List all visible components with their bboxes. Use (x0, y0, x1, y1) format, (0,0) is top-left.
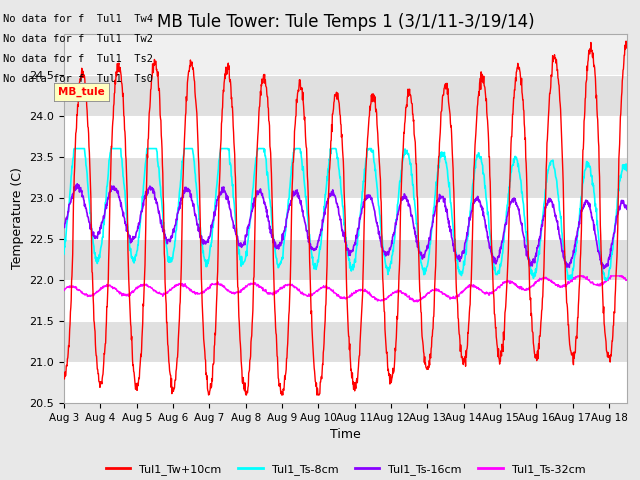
Bar (64, 75, 627, 116)
Y-axis label: Temperature (C): Temperature (C) (11, 168, 24, 269)
Text: No data for f  Tul1  Ts0: No data for f Tul1 Ts0 (3, 74, 153, 84)
Bar (64, 362, 627, 403)
Text: MB_tule: MB_tule (58, 86, 105, 97)
Text: No data for f  Tul1  Ts2: No data for f Tul1 Ts2 (3, 54, 153, 64)
Bar (64, 198, 627, 239)
Bar (64, 280, 627, 321)
Bar (64, 157, 627, 198)
Legend: Tul1_Tw+10cm, Tul1_Ts-8cm, Tul1_Ts-16cm, Tul1_Ts-32cm: Tul1_Tw+10cm, Tul1_Ts-8cm, Tul1_Ts-16cm,… (102, 459, 589, 479)
X-axis label: Time: Time (330, 429, 361, 442)
Title: MB Tule Tower: Tule Temps 1 (3/1/11-3/19/14): MB Tule Tower: Tule Temps 1 (3/1/11-3/19… (157, 12, 534, 31)
Bar (64, 321, 627, 362)
Bar (64, 239, 627, 280)
Text: No data for f  Tul1  Tw2: No data for f Tul1 Tw2 (3, 34, 153, 44)
Text: No data for f  Tul1  Tw4: No data for f Tul1 Tw4 (3, 13, 153, 24)
Bar (64, 116, 627, 157)
